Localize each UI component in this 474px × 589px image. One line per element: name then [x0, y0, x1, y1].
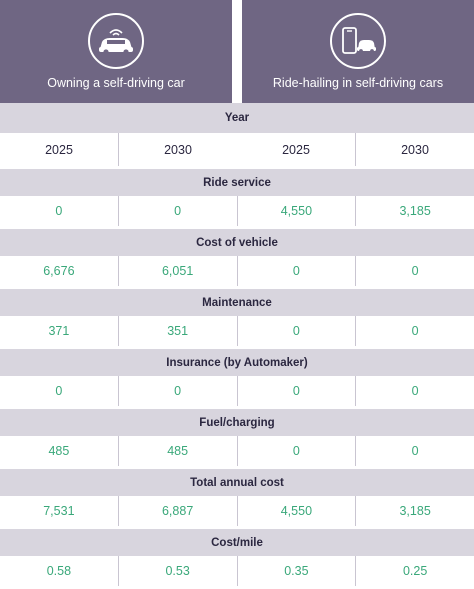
value-cell: 0 — [119, 196, 238, 226]
value-cell: 0 — [411, 264, 419, 278]
section-band-maintenance: Maintenance — [0, 286, 474, 316]
header-divider — [232, 0, 242, 103]
table-row: 7,531 6,887 4,550 3,185 — [0, 496, 474, 526]
value-cell: 485 — [0, 436, 119, 466]
value-cell: 0 — [238, 376, 357, 406]
year-cell: 2025 — [0, 133, 119, 166]
self-driving-car-icon — [88, 13, 144, 69]
value-cell: 0 — [238, 436, 357, 466]
value-cell: 0 — [411, 444, 419, 458]
year-cell: 2025 — [237, 133, 356, 166]
cost-comparison-table: Year 2025 2030 2025 2030 Ride service 0 … — [0, 103, 474, 586]
value-cell: 3,185 — [399, 204, 431, 218]
table-row: 371 351 0 0 — [0, 316, 474, 346]
value-cell: 4,550 — [238, 196, 357, 226]
value-cell: 371 — [0, 316, 119, 346]
owning-car-header: Owning a self-driving car — [0, 0, 232, 103]
section-band-total-annual-cost: Total annual cost — [0, 466, 474, 496]
value-cell: 0 — [238, 256, 357, 286]
ride-hailing-label: Ride-hailing in self-driving cars — [272, 76, 444, 90]
year-row: 2025 2030 2025 2030 — [0, 133, 474, 166]
value-cell: 0 — [411, 384, 419, 398]
value-cell: 0 — [0, 196, 119, 226]
value-cell: 0 — [238, 316, 357, 346]
value-cell: 0 — [0, 376, 119, 406]
table-row: 6,676 6,051 0 0 — [0, 256, 474, 286]
value-cell: 485 — [119, 436, 238, 466]
value-cell: 0.58 — [0, 556, 119, 586]
section-band-insurance: Insurance (by Automaker) — [0, 346, 474, 376]
section-band-cost-of-vehicle: Cost of vehicle — [0, 226, 474, 256]
value-cell: 351 — [119, 316, 238, 346]
owning-car-label: Owning a self-driving car — [47, 76, 185, 90]
value-cell: 6,051 — [119, 256, 238, 286]
year-band: Year — [0, 103, 474, 133]
section-band-cost-per-mile: Cost/mile — [0, 526, 474, 556]
value-cell: 7,531 — [0, 496, 119, 526]
section-band-fuel-charging: Fuel/charging — [0, 406, 474, 436]
value-cell: 3,185 — [399, 504, 431, 518]
year-cell: 2030 — [164, 142, 192, 157]
table-row: 0 0 4,550 3,185 — [0, 196, 474, 226]
value-cell: 0.25 — [402, 564, 428, 578]
value-cell: 6,887 — [119, 496, 238, 526]
value-cell: 4,550 — [238, 496, 357, 526]
value-cell: 0 — [119, 376, 238, 406]
value-cell: 0.53 — [119, 556, 238, 586]
value-cell: 0 — [411, 324, 419, 338]
value-cell: 6,676 — [0, 256, 119, 286]
phone-ride-hailing-icon — [330, 13, 386, 69]
table-row: 0.58 0.53 0.35 0.25 — [0, 556, 474, 586]
table-row: 485 485 0 0 — [0, 436, 474, 466]
ride-hailing-header: Ride-hailing in self-driving cars — [242, 0, 474, 103]
section-band-ride-service: Ride service — [0, 166, 474, 196]
value-cell: 0.35 — [238, 556, 357, 586]
table-row: 0 0 0 0 — [0, 376, 474, 406]
year-cell: 2030 — [401, 142, 429, 157]
